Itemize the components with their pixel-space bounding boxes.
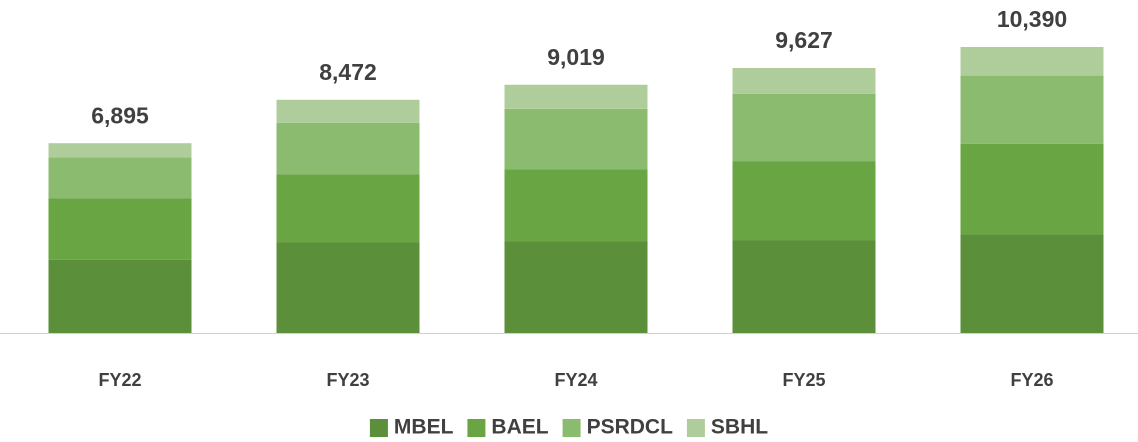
bar-segment (504, 108, 648, 170)
bar-segment (276, 174, 420, 243)
bar-segment (960, 75, 1104, 144)
bar-segment (48, 259, 192, 333)
legend-label: SBHL (711, 416, 768, 439)
bar-segment (276, 99, 420, 123)
x-tick-label: FY24 (554, 370, 597, 390)
bar-segment (504, 84, 648, 109)
legend-swatch (562, 419, 581, 437)
total-label: 9,627 (775, 27, 833, 53)
bar-segment (48, 198, 192, 260)
bar-segment (732, 68, 876, 94)
bar-segment (960, 143, 1104, 235)
bar-segment (732, 240, 876, 333)
legend-swatch (467, 419, 486, 437)
legend-label: MBEL (394, 416, 454, 439)
bar-segment (48, 157, 192, 199)
bar-segment (276, 122, 420, 175)
bar-segment (732, 161, 876, 241)
legend-label: PSRDCL (587, 416, 674, 439)
bar-segment (504, 169, 648, 242)
bar-segment (48, 143, 192, 158)
bar-segment (732, 93, 876, 162)
x-tick-label: FY22 (98, 370, 141, 390)
x-tick-label: FY25 (782, 370, 825, 390)
total-label: 6,895 (91, 102, 149, 128)
legend-swatch (369, 419, 388, 437)
bar-segment (960, 234, 1104, 333)
legend-label: BAEL (491, 416, 548, 439)
legend-swatch (686, 419, 705, 437)
x-tick-label: FY26 (1010, 370, 1053, 390)
x-tick-label: FY23 (326, 370, 369, 390)
bar-segment (960, 47, 1104, 76)
bar-segment (504, 241, 648, 333)
bar-segment (276, 242, 420, 333)
total-label: 8,472 (319, 59, 377, 85)
total-label: 9,019 (547, 44, 605, 70)
total-label: 10,390 (997, 6, 1067, 32)
